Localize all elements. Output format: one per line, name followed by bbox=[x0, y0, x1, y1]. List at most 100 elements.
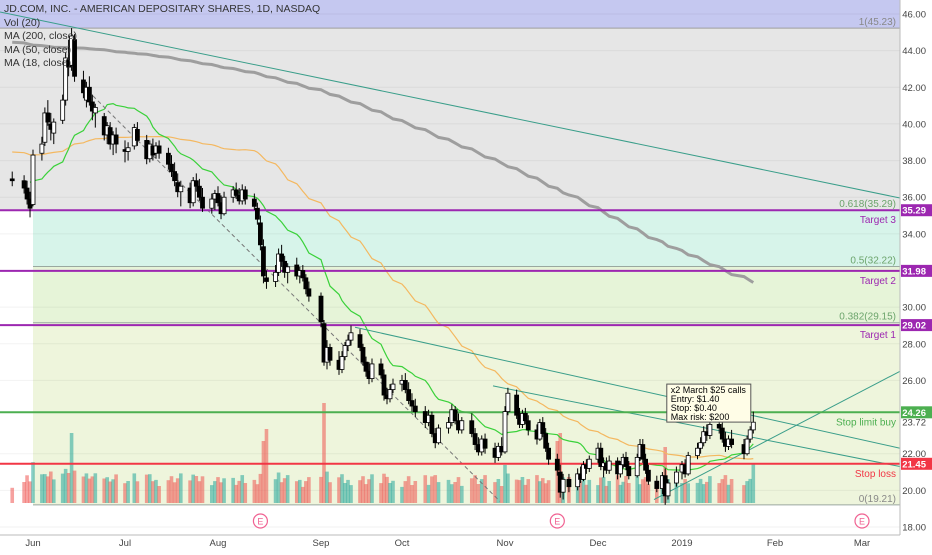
candle-body bbox=[200, 196, 205, 209]
candle-body bbox=[586, 458, 592, 469]
fib-label: 0.5(32.22) bbox=[850, 255, 896, 266]
volume-bar bbox=[456, 477, 461, 503]
candle-body bbox=[654, 480, 660, 489]
zone-1-0618 bbox=[0, 28, 900, 211]
price-tick: 22.00 bbox=[902, 449, 926, 460]
price-tick: 20.00 bbox=[902, 486, 926, 497]
price-tick: 18.00 bbox=[902, 523, 926, 534]
volume-bar bbox=[523, 484, 528, 503]
time-axis[interactable]: Jun Jul Aug Sep Oct Nov Dec 2019 Feb Mar bbox=[0, 534, 932, 550]
volume-bar bbox=[430, 476, 434, 503]
note-box bbox=[666, 383, 752, 423]
candle-body bbox=[190, 180, 196, 204]
candle-body bbox=[261, 246, 266, 277]
zone-0382-0 bbox=[33, 322, 900, 505]
volume-bar bbox=[723, 475, 728, 503]
trendline-middle bbox=[354, 326, 901, 449]
volume-bar bbox=[506, 473, 510, 503]
volume-bar bbox=[28, 481, 32, 503]
volume-bar bbox=[102, 478, 107, 503]
volume-bar bbox=[279, 482, 284, 503]
time-tick: Dec bbox=[590, 538, 607, 549]
volume-bar bbox=[496, 479, 501, 503]
earnings-label: E bbox=[859, 517, 865, 527]
volume-bar bbox=[301, 486, 305, 503]
level-tag bbox=[901, 457, 932, 470]
volume-bar bbox=[460, 485, 464, 503]
candle-body bbox=[716, 423, 722, 429]
level-tag bbox=[901, 204, 932, 217]
volume-bar bbox=[234, 484, 238, 503]
volume-bar bbox=[483, 475, 487, 503]
candle-body bbox=[522, 413, 528, 422]
candle-body bbox=[505, 392, 511, 412]
candle-body bbox=[618, 464, 623, 475]
time-tick: Nov bbox=[497, 538, 514, 549]
candle-body bbox=[165, 152, 171, 165]
volume-bar bbox=[340, 474, 344, 503]
volume-bar bbox=[191, 474, 195, 503]
candle-body bbox=[209, 198, 215, 209]
level-tag bbox=[901, 264, 932, 277]
volume-bar bbox=[403, 481, 408, 503]
candle-body bbox=[327, 347, 333, 361]
level-tag-text: 31.98 bbox=[902, 266, 926, 277]
candle-body bbox=[701, 431, 707, 444]
candle-body bbox=[695, 447, 700, 456]
volume-bar bbox=[379, 483, 383, 503]
price-tick: 26.00 bbox=[902, 376, 926, 387]
candle-body bbox=[452, 409, 458, 422]
fib-zones bbox=[0, 0, 900, 506]
candle-body bbox=[378, 363, 384, 376]
candle-body bbox=[514, 394, 520, 416]
grid bbox=[0, 13, 900, 528]
volume-bar bbox=[231, 477, 235, 503]
candle-body bbox=[348, 332, 354, 341]
candle-body bbox=[598, 447, 604, 467]
volume-bar bbox=[674, 475, 679, 503]
candle-body bbox=[254, 207, 260, 220]
candle-body bbox=[273, 271, 278, 282]
fib-labels: 1(45.23) 0.618(35.29) 0.5(32.22) 0.382(29.1… bbox=[839, 17, 896, 505]
price-axis[interactable]: 46.0044.0042.0040.0038.0036.0034.0032.00… bbox=[899, 0, 932, 550]
volume-bar bbox=[240, 475, 245, 503]
volume-bar bbox=[51, 479, 56, 503]
candle-body bbox=[543, 433, 549, 449]
note-line: x2 March $25 calls bbox=[671, 385, 747, 395]
volume-bar bbox=[197, 481, 202, 503]
candle-body bbox=[233, 189, 239, 196]
volume-bar bbox=[726, 484, 731, 503]
volume-bar bbox=[587, 479, 592, 503]
volume-bar bbox=[514, 479, 519, 503]
note-line: Stop: $0.40 bbox=[671, 403, 717, 413]
volume-bar bbox=[607, 481, 611, 503]
volume-bar bbox=[686, 483, 690, 503]
volume-bar bbox=[252, 479, 257, 503]
volume-bar bbox=[388, 483, 392, 503]
note-line: Entry: $1.40 bbox=[671, 394, 720, 404]
volume-bar bbox=[87, 478, 92, 503]
volume-bar bbox=[319, 476, 323, 503]
volume-bar bbox=[364, 484, 368, 503]
candle-body bbox=[345, 339, 351, 347]
level-tag-text: 35.29 bbox=[902, 206, 926, 217]
volume-bar bbox=[453, 482, 457, 503]
candle-body bbox=[540, 422, 546, 434]
candle-body bbox=[193, 180, 199, 187]
legend-title: JD.COM, INC. - AMERICAN DEPOSITARY SHARE… bbox=[4, 3, 321, 15]
volume-bar bbox=[194, 476, 199, 503]
volume-bar bbox=[108, 481, 112, 503]
volume-bar bbox=[322, 403, 326, 503]
volume-bar bbox=[81, 476, 86, 503]
volume-bar bbox=[385, 476, 389, 503]
price-tick: 36.00 bbox=[902, 193, 926, 204]
volume-bar bbox=[635, 476, 639, 503]
volume-bar bbox=[343, 483, 347, 503]
candle-body bbox=[125, 147, 131, 152]
time-tick: Feb bbox=[767, 538, 783, 549]
candle-body bbox=[30, 154, 36, 205]
candle-body bbox=[472, 433, 478, 445]
volume-bar bbox=[705, 481, 709, 503]
